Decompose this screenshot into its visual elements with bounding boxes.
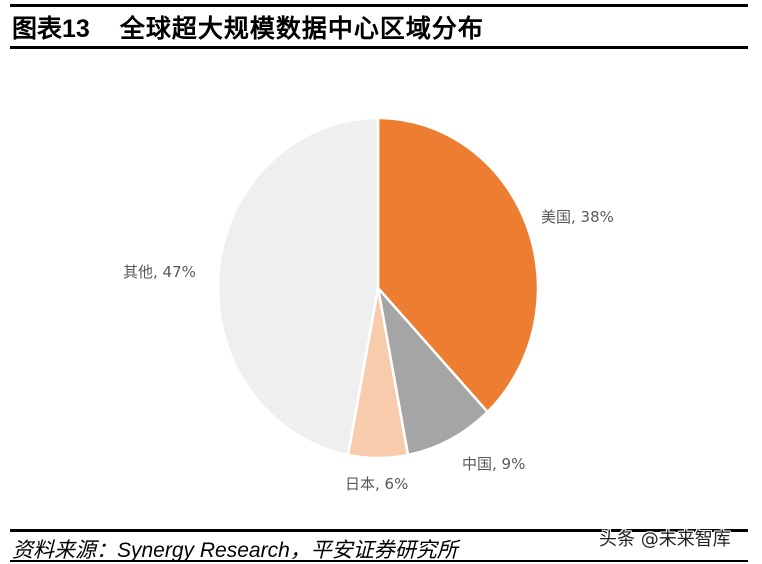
pie-slice-usa [376,116,540,414]
pie-slices [216,116,540,460]
source-note: 资料来源：Synergy Research，平安证券研究所 [12,539,458,562]
pie-chart: 美国, 38% 中国, 9% 日本, 6% 其他, 47% [123,116,614,493]
slice-label-other: 其他, 47% [123,263,196,281]
watermark: 头条 @未来智库 [599,529,731,550]
pie-slice-other [216,116,380,457]
title-bottom-rule [10,46,748,49]
figure-number: 图表13 [12,15,90,43]
source-bottom-rule [10,560,748,562]
slice-label-china: 中国, 9% [462,455,525,473]
source-top-rule [10,529,748,532]
slice-label-japan: 日本, 6% [345,475,408,493]
figure-title: 图表13 全球超大规模数据中心区域分布 [12,8,484,46]
title-top-rule [10,4,748,7]
pie-slice-china [376,286,489,457]
chart-title: 全球超大规模数据中心区域分布 [119,14,484,43]
slice-label-usa: 美国, 38% [541,208,614,226]
